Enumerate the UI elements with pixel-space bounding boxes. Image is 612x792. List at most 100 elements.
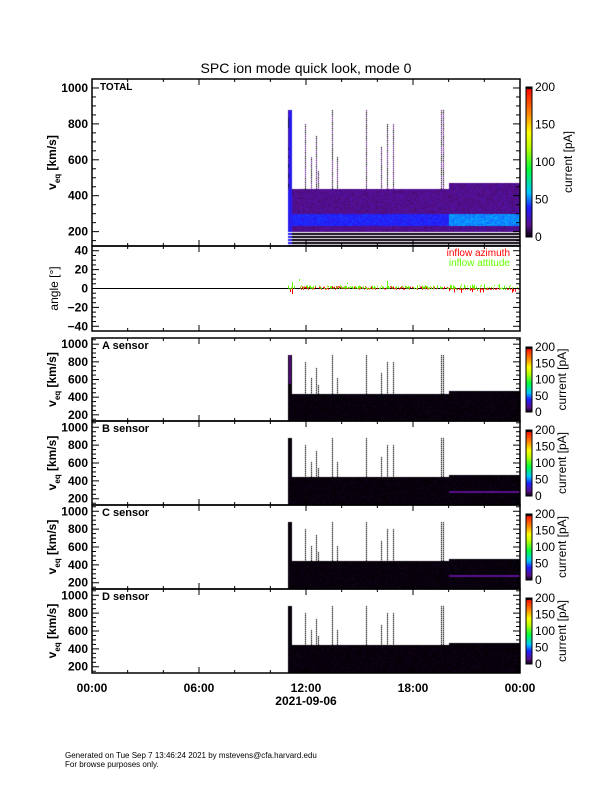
angle-point-attitude (448, 287, 449, 289)
angle-point-attitude (423, 286, 424, 289)
angle-point-attitude (350, 286, 351, 288)
panel-label: D sensor (102, 591, 150, 603)
y-tick-label: 200 (68, 225, 88, 239)
colorbar-tick-label: 100 (535, 540, 555, 554)
angle-point-attitude (324, 287, 325, 289)
angle-point-azimuth (409, 288, 410, 290)
colorbar-tick-label: 50 (535, 557, 549, 571)
colorbar-tick-label: 0 (535, 657, 542, 671)
angle-point-azimuth (444, 286, 445, 289)
y-tick-label: 400 (68, 390, 88, 404)
angle-point-attitude (484, 284, 485, 289)
ylabel-main: v (45, 400, 59, 407)
angle-point-azimuth (424, 286, 425, 288)
angle-point-azimuth (309, 286, 310, 289)
colorbar-tick-label: 0 (535, 405, 542, 419)
x-tick-label: 00:00 (504, 681, 536, 695)
y-tick-label: 1000 (61, 337, 88, 351)
ylabel-unit: [km/s] (45, 436, 59, 475)
angle-point-attitude (494, 284, 495, 287)
angle-point-azimuth (510, 288, 511, 290)
angle-point-attitude (321, 287, 322, 289)
angle-point-attitude (503, 288, 504, 290)
colorbar-tick-label: 150 (535, 524, 555, 538)
angle-point-attitude (427, 286, 428, 289)
angle-point-attitude (430, 286, 431, 288)
angle-point-azimuth (359, 288, 360, 290)
angle-point-attitude (348, 287, 349, 289)
angle-point-azimuth (472, 288, 473, 293)
y-tick-label: 800 (68, 522, 88, 536)
angle-point-attitude (310, 285, 311, 289)
angle-point-azimuth (361, 287, 362, 289)
angle-point-attitude (328, 286, 329, 288)
angle-point-attitude (352, 286, 353, 289)
angle-point-attitude (450, 284, 451, 289)
angle-point-attitude (383, 286, 384, 289)
y-tick-label: 600 (68, 624, 88, 638)
angle-point-azimuth (300, 286, 301, 288)
angle-point-azimuth (301, 288, 302, 290)
angle-point-attitude (289, 288, 290, 290)
panel-frame-b (91, 420, 521, 506)
colorbar-total (525, 86, 533, 238)
angle-point-attitude (480, 285, 481, 288)
colorbar-tick-label: 100 (535, 155, 555, 169)
y-tick-label: 200 (68, 492, 88, 506)
angle-point-attitude (424, 287, 425, 289)
ylabel-main: v (45, 567, 59, 574)
colorbar-tick-label: 0 (535, 489, 542, 503)
angle-point-azimuth (420, 286, 421, 288)
angle-point-attitude (469, 288, 470, 290)
angle-point-attitude (425, 285, 426, 289)
colorbar-label: current [pA] (555, 432, 569, 494)
y-tick-label: 600 (68, 540, 88, 554)
colorbar-tick-label: 200 (535, 423, 555, 437)
angle-point-attitude (349, 287, 350, 289)
angle-point-azimuth (487, 288, 488, 290)
angle-point-attitude (353, 287, 354, 289)
angle-point-azimuth (473, 288, 474, 290)
angle-point-azimuth (404, 288, 405, 290)
angle-point-attitude (344, 286, 345, 289)
angle-point-azimuth (443, 288, 444, 290)
x-tick-label: 00:00 (76, 681, 108, 695)
angle-point-attitude (358, 285, 359, 289)
angle-point-attitude (370, 287, 371, 289)
angle-point-azimuth (480, 288, 481, 293)
angle-point-attitude (299, 279, 300, 281)
angle-point-attitude (419, 285, 420, 287)
angle-point-attitude (474, 284, 475, 289)
y-tick-label: 1000 (61, 81, 88, 95)
angle-point-azimuth (507, 288, 508, 290)
angle-point-azimuth (377, 287, 378, 290)
angle-point-attitude (401, 286, 402, 288)
angle-point-azimuth (515, 288, 516, 292)
angle-point-azimuth (371, 286, 372, 289)
colorbar-tick-label: 0 (535, 230, 542, 244)
panel-label: C sensor (102, 507, 150, 519)
angle-point-attitude (481, 284, 482, 287)
angle-point-attitude (331, 286, 332, 289)
angle-point-azimuth (324, 286, 325, 289)
angle-point-attitude (429, 287, 430, 289)
angle-point-attitude (346, 285, 347, 289)
angle-point-azimuth (335, 288, 336, 290)
colorbar-d (525, 597, 533, 665)
y-tick-label: 800 (68, 117, 88, 131)
angle-point-azimuth (323, 287, 324, 289)
angle-point-attitude (441, 287, 442, 289)
angle-point-attitude (505, 288, 506, 290)
y-tick-label: 400 (68, 189, 88, 203)
angle-point-azimuth (391, 286, 392, 289)
y-axis-label-angle: angle [°] (47, 266, 61, 310)
colorbar-tick-label: 50 (535, 473, 549, 487)
angle-point-azimuth (399, 288, 400, 290)
angle-point-azimuth (410, 286, 411, 288)
y-tick-label: 600 (68, 373, 88, 387)
angle-point-azimuth (334, 286, 335, 289)
angle-point-attitude (489, 286, 490, 288)
angle-point-attitude (320, 287, 321, 289)
angle-point-azimuth (339, 286, 340, 289)
